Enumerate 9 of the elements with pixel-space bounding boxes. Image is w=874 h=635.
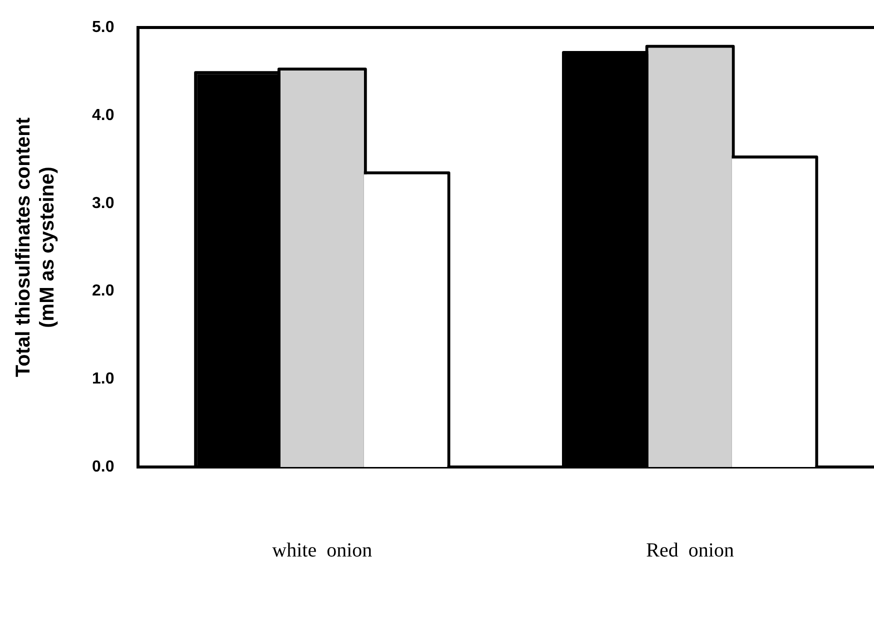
y-tick-label: 2.0 bbox=[92, 282, 114, 300]
y-axis-title: Total thiosulfinates content (mM as cysteine) bbox=[12, 117, 59, 378]
y-tick-label: 1.0 bbox=[92, 370, 114, 388]
y-tick-label: 3.0 bbox=[92, 194, 114, 212]
y-tick-label: 5.0 bbox=[92, 19, 114, 36]
y-tick-label: 0.0 bbox=[92, 458, 114, 476]
x-tick-label: Red onion bbox=[646, 539, 734, 562]
x-tick-label: white onion bbox=[272, 539, 372, 562]
y-tick-label: 4.0 bbox=[92, 106, 114, 124]
